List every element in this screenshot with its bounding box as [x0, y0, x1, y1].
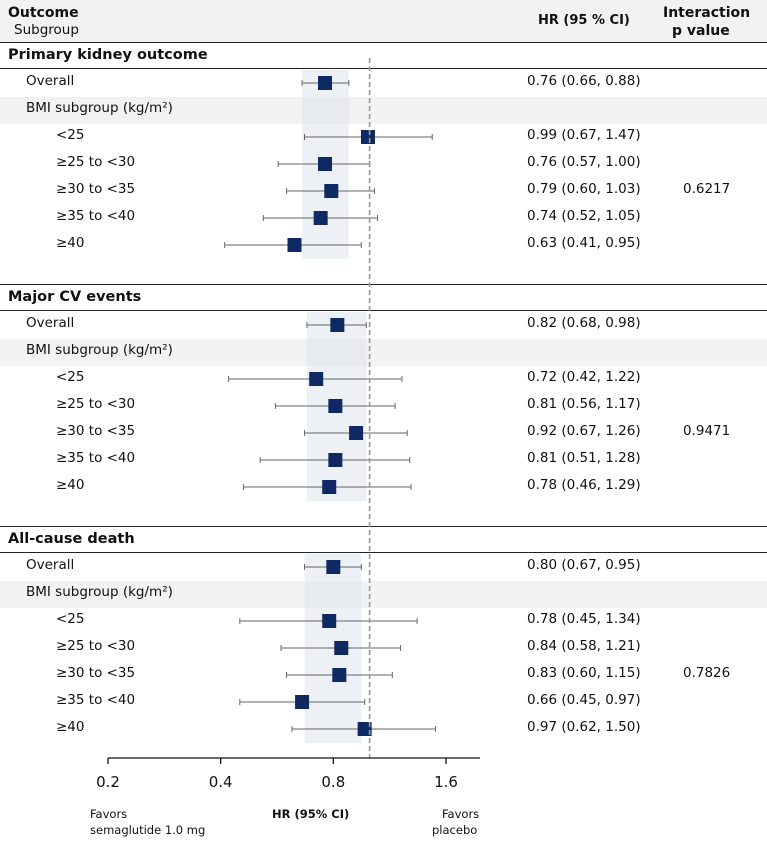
- x-tick-label: 1.6: [434, 773, 458, 791]
- row-hr-text: 0.79 (0.60, 1.03): [527, 181, 641, 197]
- bmi-header-band: [0, 97, 767, 124]
- row-label-subgroup: ≥25 to <30: [56, 638, 136, 654]
- header-outcome: Outcome: [8, 5, 79, 21]
- hr-marker: [328, 453, 343, 467]
- row-hr-text: 0.84 (0.58, 1.21): [527, 638, 641, 654]
- row-label-subgroup: ≥30 to <35: [56, 423, 136, 439]
- row-label-subgroup: ≥30 to <35: [56, 181, 136, 197]
- row-hr-text: 0.92 (0.67, 1.26): [527, 423, 641, 439]
- row-hr-text: 0.82 (0.68, 0.98): [527, 315, 641, 331]
- row-hr-text: 0.76 (0.57, 1.00): [527, 154, 641, 170]
- hr-marker: [326, 560, 341, 574]
- row-label-subgroup: ≥40: [56, 477, 85, 493]
- favors-left-2: semaglutide 1.0 mg: [90, 823, 206, 837]
- header-interaction: Interaction: [663, 5, 751, 21]
- x-tick-label: 0.4: [209, 773, 233, 791]
- favors-right-1: Favors: [442, 807, 480, 821]
- interaction-p-value: 0.9471: [683, 423, 731, 439]
- bmi-header-band: [0, 339, 767, 366]
- hr-marker: [357, 722, 372, 736]
- row-hr-text: 0.78 (0.46, 1.29): [527, 477, 641, 493]
- interaction-p-value: 0.7826: [683, 665, 731, 681]
- row-label-subgroup: ≥25 to <30: [56, 154, 136, 170]
- row-label-overall: Overall: [26, 557, 75, 573]
- favors-left-1: Favors: [90, 807, 128, 821]
- row-hr-text: 0.66 (0.45, 0.97): [527, 692, 641, 708]
- row-label-subgroup: ≥35 to <40: [56, 450, 136, 466]
- hr-marker: [332, 668, 347, 682]
- section-title: Primary kidney outcome: [8, 47, 208, 63]
- row-label-subgroup: ≥35 to <40: [56, 692, 136, 708]
- bmi-subgroup-header: BMI subgroup (kg/m²): [26, 584, 173, 600]
- row-label-overall: Overall: [26, 73, 75, 89]
- row-hr-text: 0.97 (0.62, 1.50): [527, 719, 641, 735]
- section-divider: [0, 284, 767, 286]
- bmi-subgroup-header: BMI subgroup (kg/m²): [26, 342, 173, 358]
- row-hr-text: 0.80 (0.67, 0.95): [527, 557, 641, 573]
- interaction-p-value: 0.6217: [683, 181, 731, 197]
- hr-marker: [330, 318, 345, 332]
- hr-marker: [349, 426, 364, 440]
- section-divider: [0, 42, 767, 44]
- row-label-subgroup: ≥35 to <40: [56, 208, 136, 224]
- row-hr-text: 0.78 (0.45, 1.34): [527, 611, 641, 627]
- hr-marker: [317, 76, 332, 90]
- hr-marker: [317, 157, 332, 171]
- row-hr-text: 0.81 (0.56, 1.17): [527, 396, 641, 412]
- section-divider: [0, 526, 767, 528]
- section-title-underline: [0, 552, 767, 554]
- bmi-header-band: [0, 581, 767, 608]
- row-hr-text: 0.76 (0.66, 0.88): [527, 73, 641, 89]
- hr-marker: [322, 614, 337, 628]
- row-label-subgroup: ≥30 to <35: [56, 665, 136, 681]
- header-subgroup: Subgroup: [14, 22, 79, 38]
- hr-marker: [313, 211, 328, 225]
- row-label-subgroup: ≥40: [56, 719, 85, 735]
- hr-marker: [287, 238, 302, 252]
- row-label-subgroup: <25: [56, 611, 85, 627]
- row-hr-text: 0.63 (0.41, 0.95): [527, 235, 641, 251]
- favors-right-2: placebo: [432, 823, 478, 837]
- hr-marker: [328, 399, 343, 413]
- hr-marker: [322, 480, 337, 494]
- section-title-underline: [0, 68, 767, 70]
- hr-marker: [334, 641, 349, 655]
- section-title-underline: [0, 310, 767, 312]
- header-band: [0, 0, 767, 42]
- row-hr-text: 0.83 (0.60, 1.15): [527, 665, 641, 681]
- hr-marker: [324, 184, 339, 198]
- row-label-subgroup: <25: [56, 127, 85, 143]
- section-title: All-cause death: [8, 531, 135, 547]
- row-hr-text: 0.99 (0.67, 1.47): [527, 127, 641, 143]
- row-label-subgroup: <25: [56, 369, 85, 385]
- row-label-subgroup: ≥25 to <30: [56, 396, 136, 412]
- hr-marker: [360, 130, 375, 144]
- bmi-subgroup-header: BMI subgroup (kg/m²): [26, 100, 173, 116]
- x-tick-label: 0.2: [96, 773, 120, 791]
- x-tick-label: 0.8: [321, 773, 345, 791]
- header-p-value: p value: [672, 23, 730, 39]
- row-hr-text: 0.74 (0.52, 1.05): [527, 208, 641, 224]
- hr-marker: [295, 695, 310, 709]
- hr-marker: [309, 372, 324, 386]
- header-hr-ci: HR (95 % CI): [538, 13, 630, 28]
- row-label-overall: Overall: [26, 315, 75, 331]
- section-title: Major CV events: [8, 289, 142, 305]
- row-hr-text: 0.81 (0.51, 1.28): [527, 450, 641, 466]
- row-label-subgroup: ≥40: [56, 235, 85, 251]
- row-hr-text: 0.72 (0.42, 1.22): [527, 369, 641, 385]
- axis-center-label: HR (95% CI): [272, 807, 350, 821]
